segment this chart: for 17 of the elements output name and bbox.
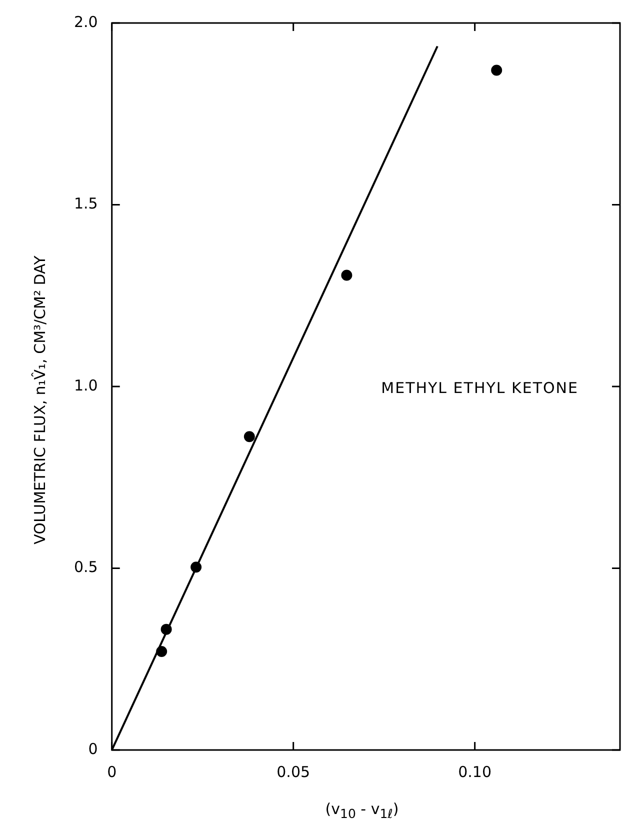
point [156, 646, 168, 657]
point [190, 562, 202, 573]
annotation: METHYL ETHYL KETONE [381, 379, 578, 398]
y-tick-label: 1.0 [74, 376, 98, 394]
point [244, 431, 255, 442]
x-axis-title: (v$_{10}$ - v$_{1ℓ}$) [324, 800, 400, 821]
y-tick-label: 1.5 [74, 194, 98, 213]
y-tick-label: 0.5 [74, 558, 98, 576]
y-axis-title: VOLUMETRIC FLUX, n₁V̂₁, CM³/CM² DAY [31, 254, 49, 546]
x-tick-label: 0 [107, 762, 117, 781]
y-tick-label: 0 [88, 740, 98, 758]
point [491, 64, 502, 76]
point [341, 270, 352, 281]
x-tick-label: 0.10 [458, 762, 492, 781]
y-tick-label: 2.0 [74, 12, 98, 31]
x-tick-label: 0.05 [276, 762, 310, 781]
point [160, 624, 172, 635]
